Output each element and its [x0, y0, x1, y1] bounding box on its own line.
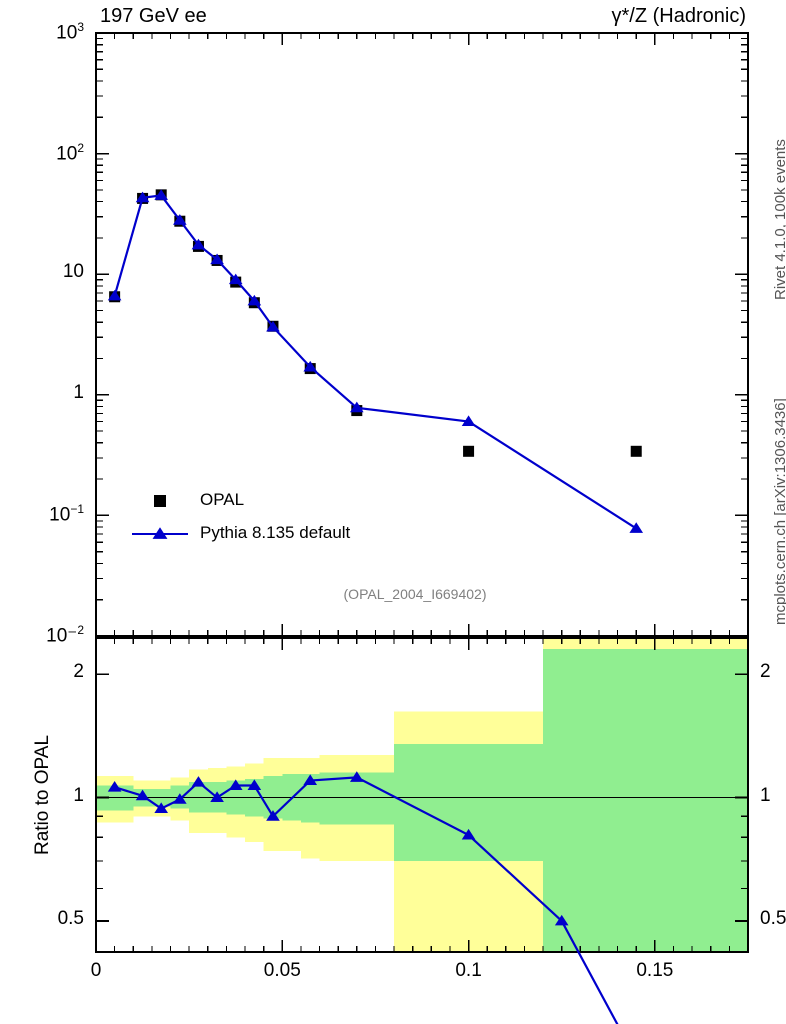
- ratio-ytick-label-left: 0.5: [57, 907, 84, 929]
- ratio-band-inner: [543, 649, 748, 952]
- ratio-panel-frame: [95, 637, 749, 953]
- xtick-label: 0.15: [636, 960, 674, 981]
- ratio-point-pythia: [173, 793, 187, 804]
- ratio-point-pythia: [554, 914, 569, 926]
- ratio-point-pythia: [349, 771, 364, 782]
- main-ytick-label: 1: [73, 381, 84, 403]
- ratio-band-inner: [394, 744, 544, 862]
- mc-curve-ratio: [114, 776, 619, 1024]
- data-point-opal: [463, 445, 475, 457]
- data-point-pythia: [349, 401, 364, 413]
- data-point-pythia: [266, 320, 280, 332]
- ratio-point-pythia: [303, 774, 318, 786]
- legend-label: OPAL: [200, 490, 245, 509]
- main-ytick-label: 10: [62, 261, 84, 283]
- ratio-ytick-label-right: 0.5: [760, 907, 786, 929]
- ratio-point-pythia: [107, 781, 122, 792]
- mc-curve-main: [113, 194, 637, 530]
- ratio-point-pythia: [154, 802, 169, 814]
- dataset-watermark: (OPAL_2004_I669402): [343, 586, 487, 602]
- main-panel-frame: [95, 32, 749, 637]
- main-ytick-label: 102: [56, 140, 84, 164]
- ratio-point-pythia: [210, 791, 224, 802]
- data-point-pythia: [173, 214, 187, 225]
- ratio-point-pythia: [461, 828, 476, 840]
- data-point-pythia: [461, 415, 476, 427]
- ratio-point-pythia: [247, 779, 262, 790]
- data-point-pythia: [247, 294, 262, 306]
- data-point-opal: [630, 445, 642, 457]
- data-point-pythia: [191, 238, 206, 250]
- legend-marker-square: [154, 495, 166, 507]
- main-ytick-label: 103: [56, 20, 84, 44]
- ratio-point-pythia: [191, 776, 206, 787]
- xtick-label: 0: [90, 960, 102, 981]
- ratio-ytick-label-right: 2: [760, 661, 771, 683]
- legend-label: Pythia 8.135 default: [200, 523, 351, 542]
- ratio-point-pythia: [228, 779, 243, 790]
- data-point-pythia: [629, 522, 644, 533]
- ratio-ytick-label-left: 1: [73, 784, 84, 806]
- data-point-pythia: [135, 191, 150, 203]
- ratio-point-pythia: [135, 789, 150, 801]
- main-ytick-label: 10−1: [49, 502, 84, 526]
- header-process: γ*/Z (Hadronic): [611, 5, 746, 27]
- data-point-pythia: [107, 289, 122, 301]
- data-point-pythia: [210, 253, 224, 265]
- ratio-point-pythia: [266, 810, 280, 821]
- legend-marker-triangle: [152, 527, 168, 539]
- xtick-label: 0.05: [263, 960, 301, 981]
- header-beam-energy: 197 GeV ee: [100, 5, 207, 27]
- ratio-ytick-label-right: 1: [760, 784, 771, 806]
- data-point-pythia: [154, 189, 169, 200]
- data-point-pythia: [228, 273, 243, 285]
- data-point-pythia: [303, 360, 318, 372]
- ratio-ytick-label-left: 2: [73, 661, 84, 683]
- main-ytick-label: 10⁻2: [46, 623, 84, 647]
- xtick-label: 0.1: [455, 960, 482, 981]
